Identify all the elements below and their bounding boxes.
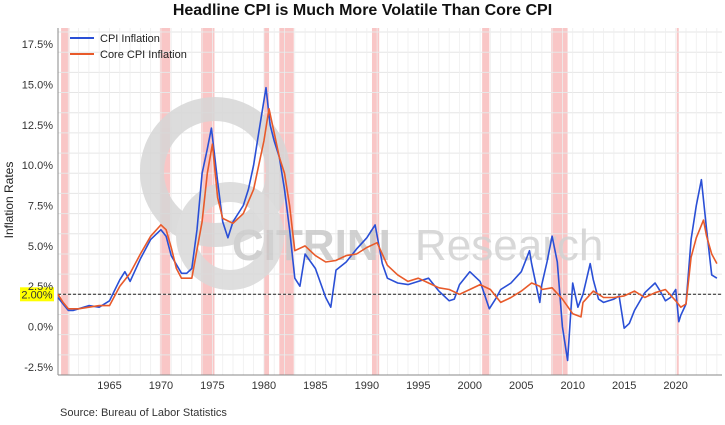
recession-band-0 — [61, 28, 70, 375]
x-tick-label: 1975 — [200, 380, 224, 392]
watermark-logo-mark — [140, 97, 290, 290]
series-line-core-cpi — [57, 107, 718, 318]
x-tick-label: 2005 — [509, 380, 533, 392]
y-axis-label: Inflation Rates — [2, 162, 16, 239]
legend-label-core-cpi: Core CPI Inflation — [100, 49, 187, 61]
x-tick-label: 1970 — [149, 380, 173, 392]
legend: CPI Inflation Core CPI Inflation — [70, 33, 187, 61]
recession-band-7 — [551, 28, 568, 375]
y-tick-label: 0.0% — [28, 322, 53, 334]
chart-title: Headline CPI is Much More Volatile Than … — [172, 2, 553, 19]
recession-band-8 — [676, 28, 679, 375]
x-tick-label: 1990 — [355, 380, 379, 392]
y-tick-label: 7.5% — [28, 201, 53, 213]
y-tick-label: 17.5% — [22, 39, 53, 51]
y-tick-label: -2.5% — [24, 362, 53, 374]
x-tick-label: 2000 — [458, 380, 482, 392]
recession-band-6 — [482, 28, 490, 375]
y-tick-label: 5.0% — [28, 241, 53, 253]
reference-line-2pct: 2.00% — [20, 287, 722, 302]
y-tick-label: 15.0% — [22, 79, 53, 91]
gridlines — [58, 28, 722, 376]
x-tick-label: 1965 — [97, 380, 121, 392]
series-lines — [57, 86, 718, 362]
x-tick-label: 2015 — [612, 380, 636, 392]
reference-line-label-bg — [20, 287, 54, 302]
y-tick-label: 10.0% — [22, 160, 53, 172]
x-tick-label: 1985 — [303, 380, 327, 392]
legend-label-cpi: CPI Inflation — [100, 33, 160, 45]
x-tick-label: 2010 — [560, 380, 584, 392]
y-tick-label: 12.5% — [22, 120, 53, 132]
y-tick-label: 2.5% — [28, 281, 53, 293]
x-tick-labels: 1965 1970 1975 1980 1985 1990 1995 2000 2005 2010… — [97, 380, 688, 392]
watermark-word-research: Research — [415, 221, 603, 270]
reference-line-label: 2.00% — [21, 289, 52, 301]
source-note: Source: Bureau of Labor Statistics — [60, 407, 227, 419]
x-tick-label: 1980 — [252, 380, 276, 392]
citrini-watermark: CITRINI Research — [140, 97, 603, 290]
x-tick-label: 2020 — [663, 380, 687, 392]
recession-band-5 — [371, 28, 380, 375]
x-tick-label: 1995 — [406, 380, 430, 392]
y-tick-labels: -2.5% 0.0% 2.5% 5.0% 7.5% 10.0% 12.5% 15.0% 17.5… — [22, 39, 53, 374]
series-line-cpi — [57, 86, 718, 362]
